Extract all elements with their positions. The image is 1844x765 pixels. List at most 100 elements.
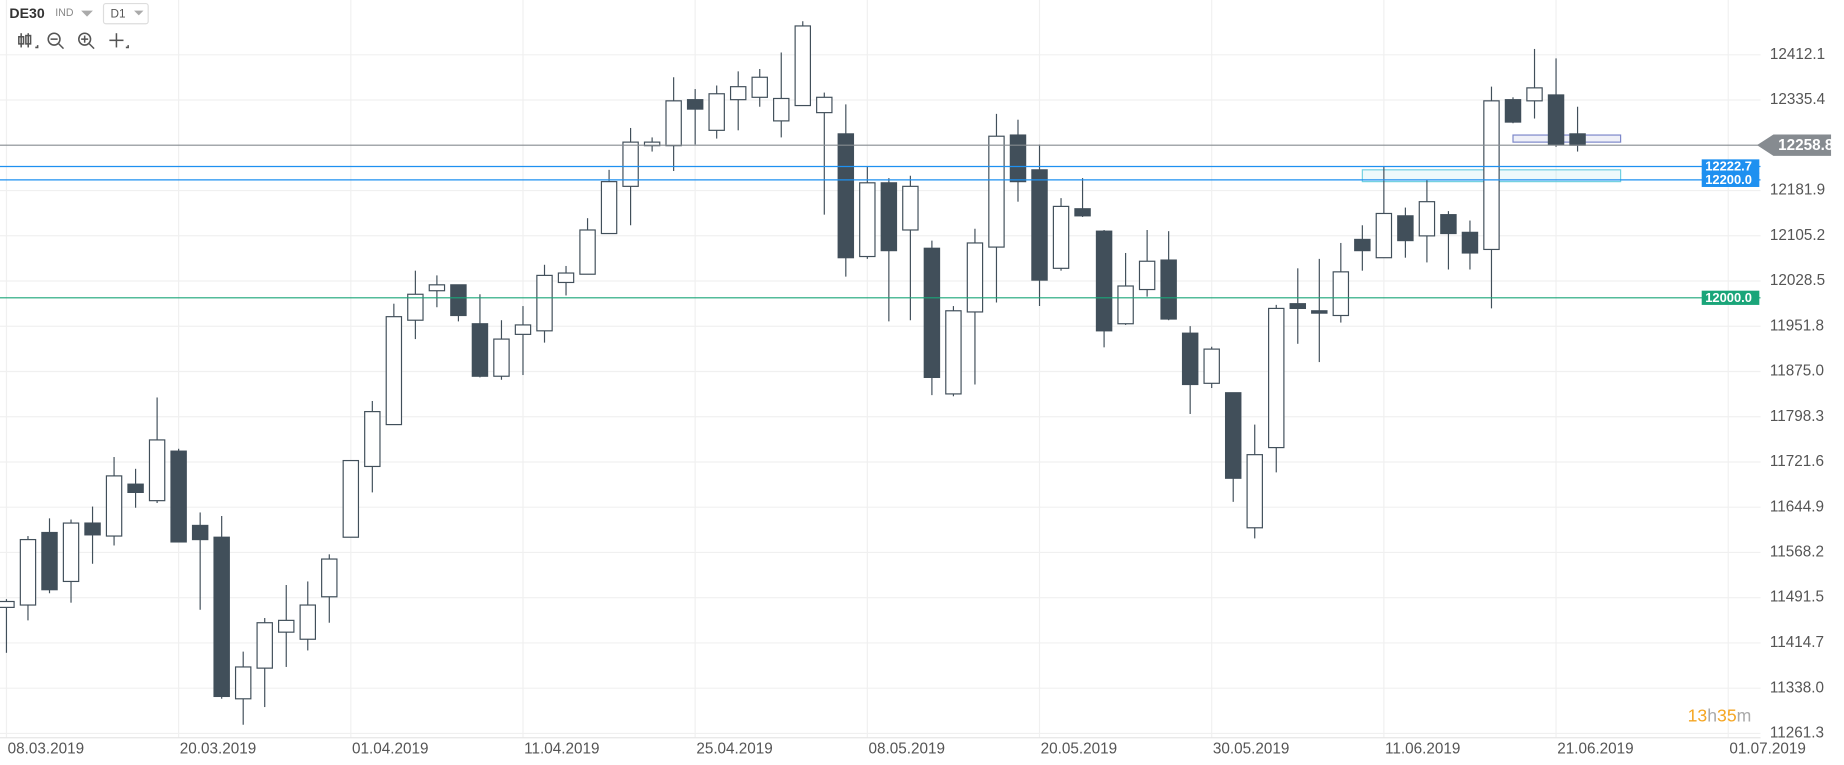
level-tag bbox=[1701, 172, 1760, 187]
candle-body bbox=[816, 96, 833, 114]
candle-body bbox=[794, 25, 812, 107]
candle-body bbox=[170, 450, 187, 543]
candle-body bbox=[1268, 307, 1285, 449]
candle-body bbox=[62, 522, 80, 583]
candle-body bbox=[945, 310, 962, 395]
zone bbox=[1512, 134, 1622, 143]
countdown-hours: 13 bbox=[1688, 705, 1708, 725]
candle-body bbox=[428, 284, 446, 292]
x-tick-label: 11.06.2019 bbox=[1385, 741, 1460, 758]
grid bbox=[0, 0, 1761, 738]
countdown: 13h35m bbox=[1688, 705, 1752, 725]
zoom-in-icon[interactable] bbox=[78, 32, 95, 50]
candle-body bbox=[1224, 392, 1242, 479]
candle-body bbox=[321, 558, 338, 598]
zoom-out-icon[interactable] bbox=[47, 32, 65, 50]
candle-body bbox=[1526, 87, 1543, 102]
candle-body bbox=[407, 293, 424, 321]
candle-body bbox=[19, 538, 37, 606]
candle-body bbox=[751, 76, 768, 98]
candle-body bbox=[579, 229, 596, 275]
timeframe-box[interactable] bbox=[102, 2, 149, 25]
candle-body bbox=[493, 338, 510, 377]
y-tick-label: 12105.2 bbox=[1770, 227, 1825, 244]
candle-body bbox=[1181, 332, 1199, 386]
level-tag bbox=[1701, 159, 1760, 174]
countdown-unit: m bbox=[1737, 705, 1752, 725]
y-tick-label: 11875.0 bbox=[1770, 363, 1824, 380]
candle-body bbox=[1375, 212, 1393, 259]
x-tick-label: 01.04.2019 bbox=[352, 741, 428, 758]
candle-body bbox=[1052, 205, 1070, 269]
level-tag-label: 12200.0 bbox=[1705, 172, 1752, 187]
candle-body bbox=[1483, 100, 1500, 251]
candle-body bbox=[385, 316, 403, 426]
y-tick-label: 12412.1 bbox=[1770, 46, 1825, 63]
dropdown-arrow[interactable] bbox=[81, 10, 93, 17]
y-tick-label: 11414.7 bbox=[1770, 634, 1824, 651]
candles bbox=[0, 21, 1586, 725]
dropdown-arrow[interactable] bbox=[134, 10, 144, 16]
instrument-type[interactable]: IND bbox=[55, 7, 74, 19]
candle-body bbox=[665, 100, 682, 147]
candle-body bbox=[1354, 238, 1371, 252]
candle-body bbox=[1246, 454, 1263, 529]
level-tag-label: 12000.0 bbox=[1705, 290, 1752, 305]
candle-body bbox=[0, 600, 15, 608]
price-tag-label: 12258.8 bbox=[1778, 137, 1834, 154]
candle-body bbox=[837, 133, 855, 259]
x-tick-label: 25.04.2019 bbox=[696, 741, 772, 758]
candle-body bbox=[1418, 201, 1436, 237]
candle-body bbox=[773, 97, 790, 122]
candle-body bbox=[686, 99, 704, 110]
price-tag bbox=[1756, 134, 1832, 156]
candle-body bbox=[622, 141, 639, 187]
y-tick-label: 11568.2 bbox=[1770, 543, 1824, 560]
candle-body bbox=[536, 274, 553, 332]
candle-body bbox=[1095, 230, 1113, 332]
candle-body bbox=[1332, 271, 1350, 317]
y-tick-label: 11338.0 bbox=[1770, 679, 1824, 696]
candle-body bbox=[127, 483, 144, 493]
candle-body bbox=[1031, 169, 1048, 281]
candle-body bbox=[1074, 208, 1091, 217]
y-tick-label: 11951.8 bbox=[1770, 317, 1824, 334]
x-tick-label: 30.05.2019 bbox=[1213, 741, 1289, 758]
candle-body bbox=[213, 536, 230, 698]
timeframe[interactable]: D1 bbox=[111, 6, 126, 20]
candle-body bbox=[880, 182, 898, 252]
y-tick-label: 11491.5 bbox=[1770, 589, 1824, 606]
symbol[interactable]: DE30 bbox=[9, 6, 44, 22]
candle-body bbox=[234, 666, 252, 700]
candle-body bbox=[1504, 99, 1522, 123]
candle-body bbox=[1160, 259, 1177, 320]
candle-body bbox=[1311, 310, 1328, 314]
candle-body bbox=[1203, 348, 1220, 384]
candle-body bbox=[1440, 214, 1457, 235]
candle-body bbox=[278, 619, 295, 633]
candle-body bbox=[1009, 134, 1027, 183]
candle-body bbox=[1117, 285, 1134, 325]
candle-body bbox=[1138, 260, 1156, 291]
candle-body bbox=[191, 524, 209, 541]
x-tick-label: 20.03.2019 bbox=[180, 741, 256, 758]
chart-type-icon[interactable] bbox=[18, 33, 39, 49]
y-tick-label: 12028.5 bbox=[1770, 272, 1825, 289]
candle-body bbox=[966, 242, 984, 313]
level-tag bbox=[1701, 290, 1760, 305]
y-tick-label: 11798.3 bbox=[1770, 408, 1824, 425]
candle-body bbox=[105, 475, 123, 537]
candle-body bbox=[148, 439, 166, 502]
y-tick-label: 11261.3 bbox=[1770, 724, 1824, 741]
y-tick-label: 11721.6 bbox=[1770, 453, 1824, 470]
x-tick-label: 08.05.2019 bbox=[869, 741, 945, 758]
pan-icon[interactable] bbox=[109, 33, 129, 49]
candle-body bbox=[450, 284, 467, 317]
candle-body bbox=[342, 459, 360, 538]
y-tick-label: 12181.9 bbox=[1770, 182, 1825, 199]
level-tag-label: 12222.7 bbox=[1705, 158, 1752, 173]
candle-body bbox=[514, 324, 532, 335]
candle-body bbox=[557, 272, 575, 284]
